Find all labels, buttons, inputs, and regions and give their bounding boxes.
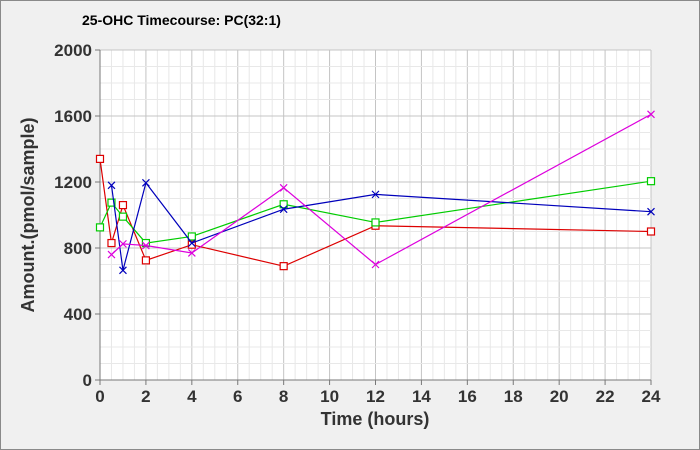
y-axis-label: Amount.(pmol/sample) [18, 117, 38, 312]
data-point-x [107, 250, 116, 259]
y-tick-label: 2000 [54, 41, 92, 60]
x-tick-label: 0 [95, 387, 104, 406]
data-point-x [141, 241, 150, 250]
x-tick-label: 22 [596, 387, 615, 406]
data-point-square [279, 200, 288, 209]
x-tick-label: 8 [279, 387, 288, 406]
data-point-x [647, 110, 655, 119]
series-1 [95, 154, 656, 271]
data-point-square [141, 256, 151, 265]
data-point-x [371, 190, 380, 199]
x-tick-label: 24 [642, 387, 661, 406]
data-point-square [107, 198, 116, 207]
data-point-x [647, 207, 655, 216]
x-tick-label: 4 [187, 387, 197, 406]
data-point-square [107, 238, 116, 248]
x-tick-label: 10 [320, 387, 339, 406]
data-point-x [279, 183, 288, 192]
grid [99, 49, 652, 381]
data-point-x [279, 205, 288, 214]
data-point-x [187, 249, 196, 257]
chart-title: 25-OHC Timecourse: PC(32:1) [82, 12, 281, 28]
x-axis-label: Time (hours) [321, 409, 430, 429]
data-point-x [141, 178, 150, 187]
series-layer [95, 110, 656, 275]
x-tick-label: 18 [504, 387, 523, 406]
data-point-x [119, 266, 127, 275]
y-tick-label: 1600 [54, 107, 92, 126]
series-2 [95, 177, 656, 248]
y-tick-label: 0 [83, 371, 92, 390]
data-point-square [371, 218, 380, 227]
series-3 [107, 178, 655, 275]
x-tick-label: 12 [366, 387, 385, 406]
data-point-x [107, 181, 116, 190]
series-line [99, 158, 652, 267]
y-tick-label: 1200 [54, 173, 92, 192]
series-4 [107, 110, 655, 269]
data-point-square [118, 201, 128, 210]
data-point-x [371, 260, 380, 269]
y-tick-label: 400 [64, 305, 92, 324]
data-point-square [118, 212, 128, 221]
data-point-square [279, 262, 288, 271]
data-point-square [95, 223, 105, 232]
data-point-square [95, 154, 105, 163]
x-tick-label: 20 [550, 387, 569, 406]
data-point-square [141, 238, 151, 248]
data-point-square [187, 232, 196, 241]
data-point-square [187, 240, 196, 249]
x-tick-label: 2 [141, 387, 150, 406]
x-tick-label: 6 [233, 387, 242, 406]
data-point-square [646, 177, 656, 186]
x-tick-label: 16 [458, 387, 477, 406]
y-tick-label: 800 [64, 239, 92, 258]
data-point-x [187, 239, 196, 247]
x-tick-label: 14 [412, 387, 431, 406]
data-point-x [119, 239, 127, 248]
data-point-square [646, 227, 656, 236]
